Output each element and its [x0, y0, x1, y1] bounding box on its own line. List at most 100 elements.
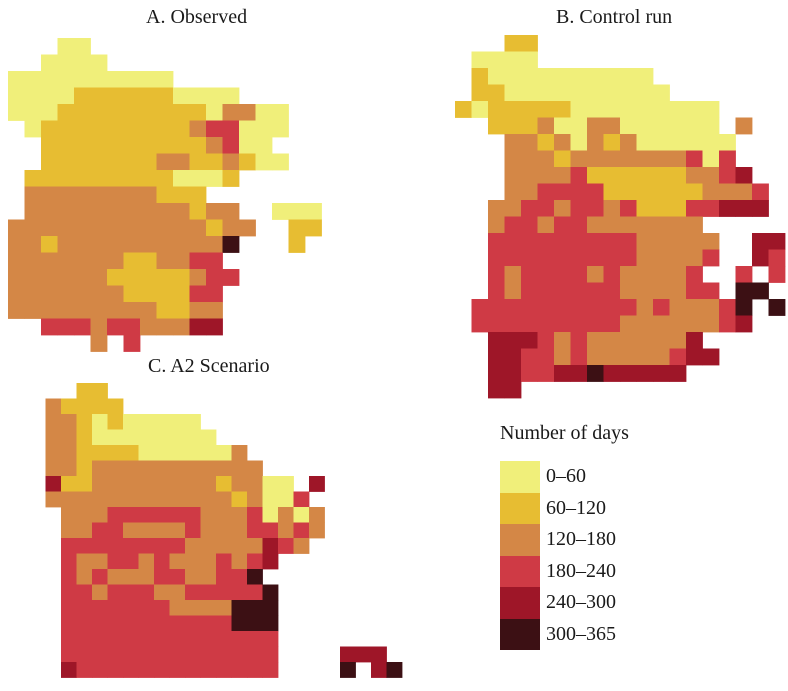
map-cell [154, 646, 170, 663]
map-cell [138, 569, 155, 585]
map-cell [107, 491, 124, 508]
map-cell [90, 54, 108, 72]
map-cell [231, 584, 248, 601]
map-cell [587, 216, 604, 234]
map-cell [123, 285, 141, 303]
map-cell [140, 236, 157, 253]
map-cell [200, 646, 217, 663]
map-cell [76, 398, 93, 415]
map-cell [200, 553, 217, 570]
map-cell [340, 646, 356, 663]
map-cell [74, 137, 91, 154]
map-cell [537, 167, 555, 184]
map-cell [554, 167, 571, 184]
legend-label: 60–120 [546, 496, 606, 519]
map-cell [138, 538, 155, 554]
map-cell [752, 282, 769, 300]
map-cell [92, 569, 108, 585]
map-cell [90, 203, 108, 220]
map-cell [216, 569, 232, 585]
map-cell [371, 646, 387, 663]
map-cell [107, 137, 124, 154]
map-cell [272, 104, 289, 121]
map-cell [90, 170, 108, 187]
map-cell [90, 120, 108, 138]
map-cell [537, 200, 555, 217]
map-cell [570, 183, 588, 201]
map-cell [735, 200, 753, 217]
map-cell [488, 68, 505, 85]
map-cell [554, 233, 571, 250]
map-cell [41, 104, 58, 121]
map-cell [603, 348, 621, 366]
map-cell [185, 646, 201, 663]
map-cell [138, 414, 155, 430]
map-cell [123, 615, 139, 632]
map-cell [570, 68, 588, 85]
map-cell [587, 332, 604, 349]
map-cell [107, 631, 124, 647]
map-cell [305, 219, 322, 237]
map-cell [61, 476, 77, 492]
map-cell [603, 365, 621, 382]
map-cell [488, 101, 505, 118]
map-cell [173, 252, 190, 270]
map-cell [570, 216, 588, 234]
map-cell [752, 183, 769, 201]
map-cell [156, 120, 174, 138]
map-cell [8, 219, 25, 237]
map-cell [185, 615, 201, 632]
map-cell [140, 219, 157, 237]
map-cell [537, 348, 555, 366]
map-cell [471, 51, 489, 69]
map-cell [735, 299, 753, 316]
map-cell [206, 203, 223, 220]
map-cell [521, 332, 538, 349]
map-cell [669, 117, 687, 135]
map-cell [669, 348, 687, 366]
map-cell [570, 84, 588, 102]
map-cell [309, 522, 325, 539]
map-cell [61, 507, 77, 523]
map-cell [455, 101, 472, 118]
map-cell [140, 285, 157, 303]
map-cell [554, 266, 571, 283]
map-cell [735, 315, 753, 333]
map-cell [57, 318, 75, 336]
map-cell [521, 150, 538, 168]
map-cell [653, 216, 670, 234]
map-cell [247, 646, 263, 663]
map-cell [620, 299, 637, 316]
map-cell [653, 233, 670, 250]
map-cell [247, 491, 263, 508]
map-cell [74, 170, 91, 187]
map-cell [169, 445, 186, 461]
map-cell [216, 553, 232, 570]
map-cell [620, 150, 637, 168]
map-cell [371, 662, 387, 678]
map-cell [123, 631, 139, 647]
map-cell [76, 600, 93, 616]
map-cell [41, 285, 58, 303]
map-cell [173, 87, 190, 105]
map-cell [90, 285, 108, 303]
map-cell [61, 569, 77, 585]
map-cell [587, 134, 604, 151]
map-cell [669, 183, 687, 201]
map-cell [154, 600, 170, 616]
map-cell [222, 203, 240, 220]
map-cell [24, 269, 42, 286]
map-cell [41, 186, 58, 204]
map-cell [156, 203, 174, 220]
map-cell [138, 662, 155, 678]
map-cell [123, 71, 141, 88]
map-cell [636, 315, 654, 333]
map-cell [669, 299, 687, 316]
map-cell [488, 249, 505, 267]
map-cell [107, 507, 124, 523]
map-cell [173, 219, 190, 237]
map-cell [570, 233, 588, 250]
map-cell [189, 170, 207, 187]
map-cell [216, 491, 232, 508]
map-cell [169, 553, 186, 570]
